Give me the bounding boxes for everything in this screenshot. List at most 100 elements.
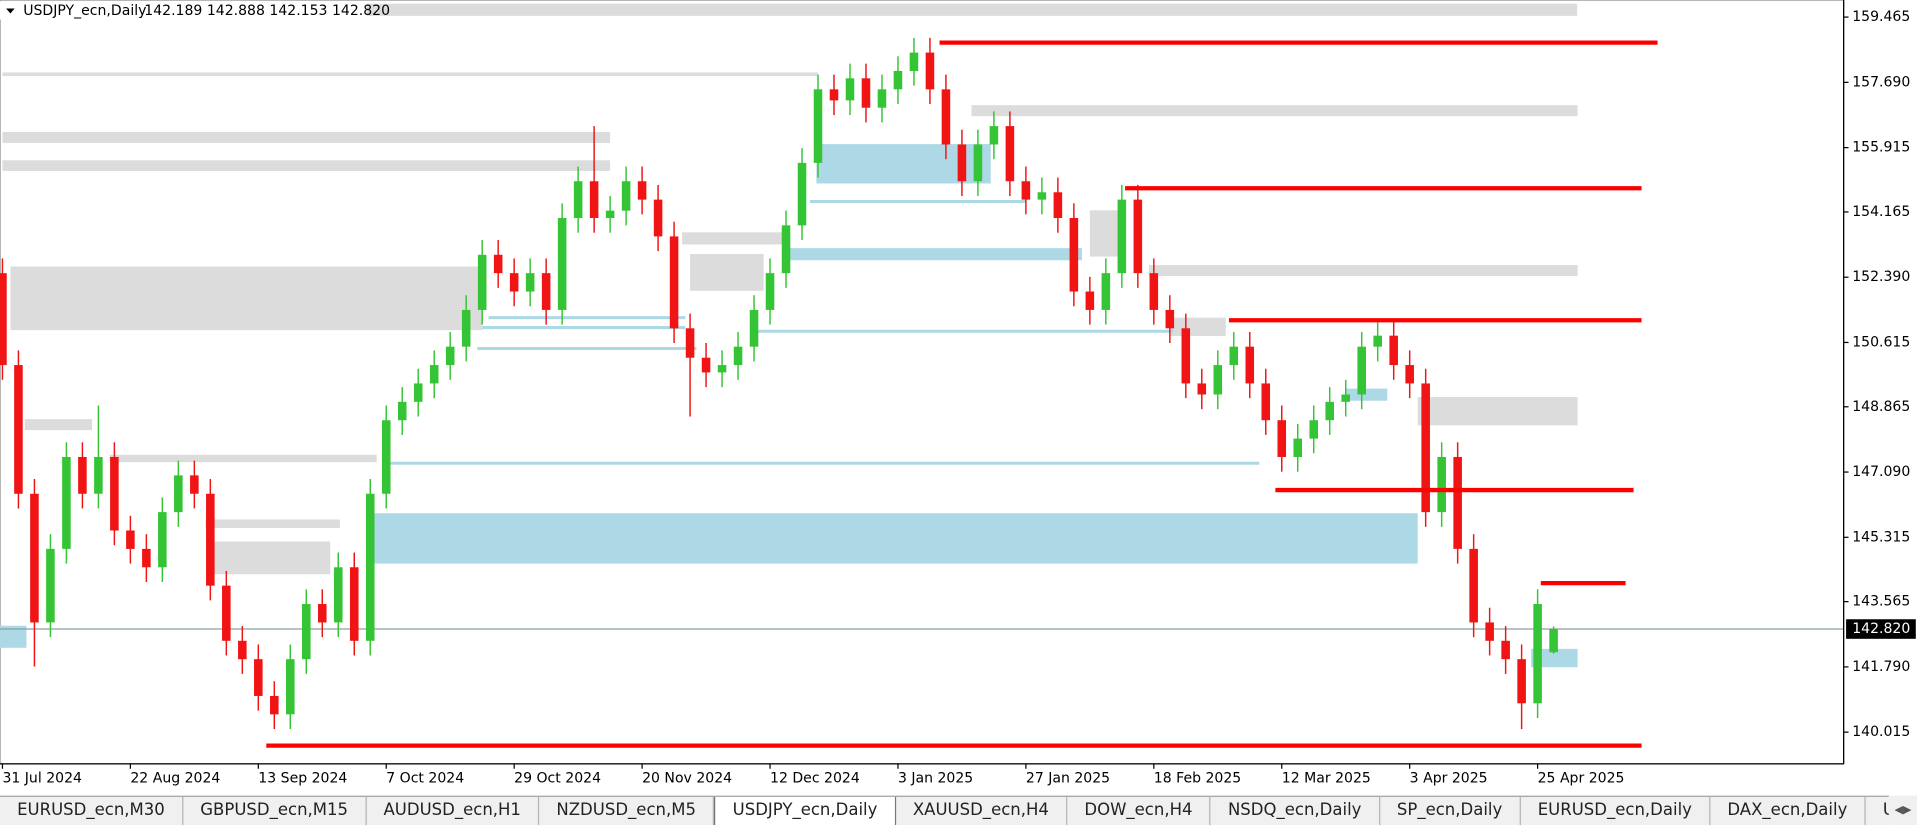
zone [10, 266, 483, 331]
candle-body [1421, 383, 1430, 513]
zone [1345, 388, 1388, 401]
candle-body [1389, 335, 1398, 366]
y-tick-label: 155.915 [1852, 140, 1910, 156]
candle-body [813, 89, 823, 163]
candle-body [270, 695, 279, 715]
tab[interactable]: DAX_ecn,Daily [1710, 796, 1866, 825]
zone [971, 105, 1578, 117]
tab[interactable]: AUDUSD_ecn,H1 [366, 796, 540, 825]
zone [1149, 265, 1578, 277]
candle-body [1053, 192, 1063, 219]
candle-body [94, 456, 103, 494]
zone [24, 419, 92, 431]
header-arrow[interactable] [6, 8, 15, 14]
tab[interactable]: DOW_ecn,H4 [1067, 796, 1211, 825]
zone [205, 519, 340, 528]
zone [373, 513, 1418, 564]
zone [2, 160, 611, 171]
tab[interactable]: NSDQ_ecn,Daily [1211, 796, 1380, 825]
zone [1417, 397, 1578, 426]
candle-body [829, 89, 839, 101]
x-tick-label: 12 Mar 2025 [1282, 771, 1371, 787]
tab[interactable]: SP_ecn,Daily [1380, 796, 1521, 825]
y-tick-label: 147.090 [1852, 464, 1910, 480]
candle-body [1533, 604, 1542, 704]
y-tick-label: 145.315 [1852, 529, 1910, 545]
tab[interactable]: GBPUSD_ecn,M15 [183, 796, 367, 825]
candle-body [190, 475, 199, 494]
zone [682, 232, 783, 245]
zone [789, 248, 1082, 261]
candle-body [973, 144, 983, 182]
candle-body [1469, 548, 1478, 623]
y-tick-label: 143.565 [1852, 594, 1910, 610]
candle-body [573, 181, 583, 219]
candle-body [1325, 401, 1335, 421]
candle-body [14, 365, 23, 494]
tab[interactable]: NZDUSD_ecn,M5 [539, 796, 715, 825]
candle-body [1021, 181, 1031, 200]
tab[interactable]: XAUUSD_ecn,H4 [896, 796, 1068, 825]
candle-body [1005, 126, 1015, 182]
candle-body [1309, 420, 1319, 439]
candle-body [509, 273, 519, 292]
candle-body [349, 567, 359, 641]
candle-body [1085, 291, 1095, 310]
candle-body [541, 273, 551, 310]
zone [1169, 317, 1226, 337]
candle-body [605, 210, 615, 219]
candle-body [557, 218, 567, 310]
candle-body [749, 309, 759, 347]
candle-body [397, 401, 407, 421]
candle-body [1501, 640, 1510, 660]
candle-body [989, 126, 999, 145]
tab-bar: EURUSD_ecn,M30 GBPUSD_ecn,M15 AUDUSD_ecn,H… [0, 795, 1889, 825]
y-tick-label: 157.690 [1852, 74, 1910, 90]
x-tick-label: 3 Jan 2025 [898, 771, 973, 787]
candle-body [254, 659, 263, 696]
x-tick-label: 12 Dec 2024 [770, 771, 860, 787]
candle-body [381, 420, 391, 494]
tab[interactable]: EURUSD_ecn,M30 [0, 796, 184, 825]
candle-body [1245, 346, 1255, 384]
candle-body [893, 70, 903, 90]
tab-scroll[interactable]: ◀▶ [1888, 795, 1917, 825]
x-tick-label: 25 Apr 2025 [1538, 771, 1625, 787]
candle-body [1133, 199, 1143, 274]
header-bar [0, 3, 1578, 16]
candle-body [302, 604, 311, 660]
candle-body [1549, 629, 1558, 653]
zone [2, 131, 611, 144]
y-tick-label: 150.615 [1852, 334, 1910, 350]
tab[interactable]: USDCAD_e [1866, 797, 1889, 825]
x-tick-label: 13 Sep 2024 [258, 771, 347, 787]
candle-body [685, 328, 695, 358]
candle-body [62, 456, 71, 549]
candle-body [637, 181, 647, 200]
last-price-box [1846, 619, 1916, 639]
candle-body [0, 273, 7, 366]
tab[interactable]: USDJPY_ecn,Daily [714, 796, 896, 825]
tab[interactable]: EURUSD_ecn,Daily [1521, 796, 1711, 825]
candle-body [909, 52, 919, 71]
zone [109, 454, 377, 463]
candle-body [1261, 383, 1271, 421]
candle-body [797, 162, 807, 226]
candle-body [845, 78, 855, 101]
candle-body [222, 585, 231, 641]
x-tick-label: 20 Nov 2024 [642, 771, 732, 787]
candle-body [1357, 346, 1366, 395]
candle-body [1069, 218, 1079, 292]
candle-body [733, 346, 743, 366]
candle-body [957, 144, 967, 182]
candle-body [653, 199, 663, 237]
candle-body [333, 567, 343, 623]
x-tick-label: 29 Oct 2024 [514, 771, 601, 787]
candle-body [46, 548, 55, 623]
candle-body [669, 236, 679, 329]
candle-body [1373, 335, 1382, 347]
candle-body [1453, 456, 1462, 549]
zone [210, 541, 331, 575]
candle-body [1149, 273, 1159, 310]
